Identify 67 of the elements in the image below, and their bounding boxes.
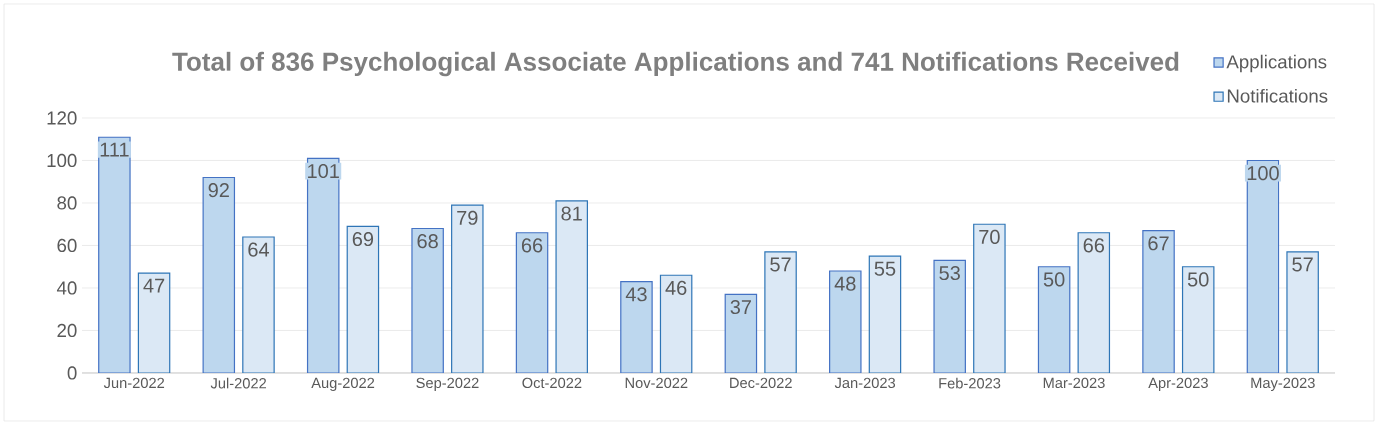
y-tick-label: 40 — [56, 281, 77, 295]
data-label: 55 — [874, 261, 896, 276]
x-tick-label: Feb-2023 — [939, 377, 1001, 389]
data-label: 81 — [561, 206, 582, 221]
data-label: 53 — [939, 265, 960, 281]
legend-label: Applications — [1226, 54, 1327, 73]
x-tick-label: Jun-2022 — [103, 377, 165, 389]
legend-label: Notifications — [1227, 88, 1328, 103]
y-tick-label: 0 — [67, 366, 77, 380]
x-tick-label: Jan-2023 — [834, 377, 896, 389]
bar — [973, 223, 1006, 373]
x-tick-label: Jul-2022 — [210, 377, 267, 389]
data-label: 92 — [208, 183, 229, 198]
bar — [1286, 251, 1319, 373]
x-tick-label: May-2023 — [1251, 377, 1315, 391]
x-tick-label: Oct-2022 — [522, 377, 582, 389]
bar — [1181, 266, 1215, 373]
bar — [242, 236, 275, 373]
data-label: 50 — [1043, 272, 1065, 287]
x-tick-label: Nov-2022 — [625, 377, 688, 389]
bar — [515, 232, 549, 373]
data-label: 70 — [979, 229, 1000, 244]
data-label: 69 — [352, 231, 374, 247]
bar — [555, 200, 588, 373]
data-label: 67 — [1148, 236, 1169, 251]
chart-title: Total of 836 Psychological Associate Applications and 741 Notifications Received — [172, 51, 1179, 77]
bar — [451, 204, 484, 373]
data-label: 57 — [1292, 257, 1313, 272]
y-tick-label: 80 — [57, 196, 77, 210]
y-tick-label: 20 — [57, 323, 77, 338]
bar — [411, 227, 444, 373]
bar — [829, 270, 862, 373]
x-tick-label: Aug-2022 — [311, 377, 375, 391]
y-tick-label: 120 — [47, 111, 77, 125]
data-label: 37 — [730, 299, 751, 315]
data-label: 47 — [143, 278, 165, 293]
y-tick-label: 100 — [47, 153, 77, 168]
bar — [1077, 232, 1111, 373]
bar — [868, 255, 902, 373]
bar — [1037, 266, 1071, 373]
bar — [98, 136, 131, 373]
bar — [202, 176, 236, 373]
bar — [764, 251, 797, 373]
data-label: 64 — [248, 242, 270, 257]
x-tick-label: Mar-2023 — [1043, 377, 1105, 389]
bar — [1246, 159, 1280, 373]
x-tick-label: Apr-2023 — [1148, 377, 1208, 391]
data-label: 101 — [308, 163, 339, 179]
data-label: 111 — [100, 142, 129, 157]
bar — [933, 259, 966, 373]
data-label: 46 — [665, 280, 687, 295]
data-label: 100 — [1247, 166, 1279, 181]
data-label: 66 — [1083, 238, 1105, 253]
x-tick-label: Sep-2022 — [416, 377, 479, 391]
data-label: 48 — [834, 276, 856, 291]
bar — [1142, 230, 1175, 373]
y-tick-label: 60 — [57, 238, 77, 253]
bar — [306, 157, 340, 373]
bar — [346, 225, 380, 373]
data-label: 79 — [457, 210, 478, 225]
data-label: 57 — [770, 257, 791, 272]
bar — [620, 281, 653, 373]
x-tick-label: Dec-2022 — [730, 377, 792, 389]
data-label: 50 — [1187, 272, 1209, 287]
data-label: 68 — [417, 234, 438, 249]
data-label: 43 — [625, 287, 647, 302]
data-label: 66 — [521, 238, 543, 253]
